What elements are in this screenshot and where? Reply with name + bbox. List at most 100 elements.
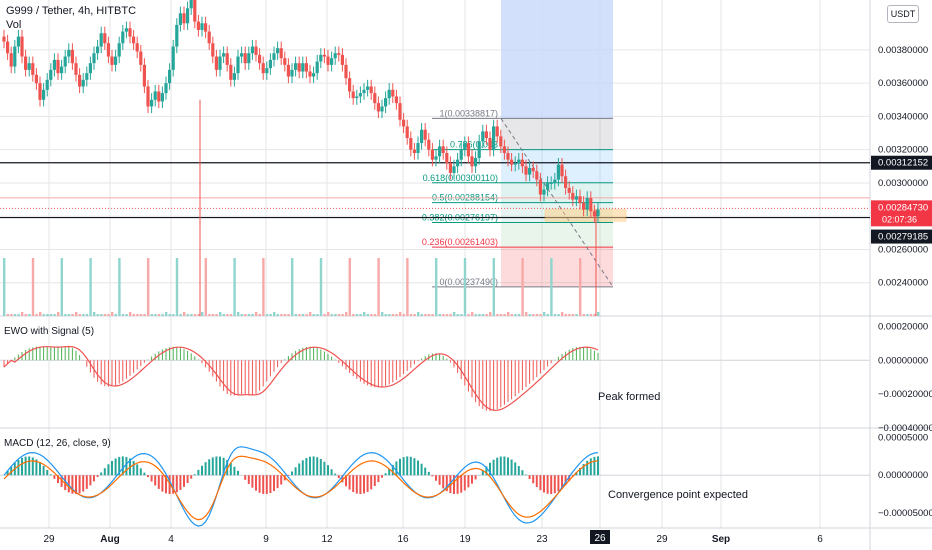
candle [362, 89, 366, 94]
time-axis-tick: 19 [459, 534, 471, 545]
candle [290, 69, 294, 77]
volume-bar [535, 314, 539, 316]
candle [312, 73, 316, 77]
candle [207, 31, 211, 44]
candle [592, 211, 596, 217]
candle [510, 159, 514, 165]
volume-bar [67, 314, 71, 316]
volume-bar [100, 314, 103, 316]
volume-bar [96, 314, 99, 316]
time-tag [590, 530, 610, 544]
candle [286, 64, 290, 77]
volume-bar [597, 312, 600, 316]
volume-bar [525, 312, 528, 316]
volume-bar [39, 312, 42, 316]
volume-bar [294, 314, 297, 316]
volume-bar [424, 314, 427, 316]
candle [517, 159, 521, 163]
candle [124, 28, 128, 32]
candle [218, 56, 222, 70]
macd-annotation: Convergence point expected [608, 489, 749, 501]
volume-bar [406, 258, 409, 316]
ewo-axis-tick: 0.00000000 [878, 355, 928, 366]
candle [117, 43, 121, 57]
volume-bar [359, 314, 362, 316]
volume-bar [579, 258, 582, 316]
chart-title: G999 / Tether, 4h, HITBTC Vol [6, 4, 136, 32]
currency-button[interactable]: USDT [887, 5, 919, 23]
volume-bar [233, 258, 236, 316]
volume-bar [327, 312, 330, 316]
volume-bar [420, 314, 423, 316]
target-box [544, 209, 627, 222]
volume-bar [197, 314, 200, 316]
fib-trend-line [500, 118, 614, 288]
ewo-axis-tick: −0.00040000 [878, 423, 932, 434]
candle [560, 164, 564, 177]
candle [430, 149, 434, 160]
candle [448, 162, 452, 173]
volume-bar [193, 314, 197, 316]
volume-bar [348, 258, 351, 316]
volume-bar [460, 314, 463, 316]
candle [567, 187, 571, 193]
candle [106, 43, 110, 57]
candle [200, 23, 204, 30]
volume-bar [125, 314, 128, 316]
volume-bar [352, 314, 355, 316]
volume-bar [492, 258, 495, 316]
price-tag [871, 229, 932, 244]
candle [168, 69, 172, 84]
volume-bar [571, 314, 575, 316]
candle [402, 119, 406, 127]
volume-bar [399, 312, 402, 316]
candle [456, 159, 460, 167]
volume-bar [208, 314, 211, 316]
candle [171, 46, 175, 70]
candle [384, 98, 388, 107]
volume-bar [121, 314, 125, 316]
volume-bar [553, 314, 557, 316]
volume-bar [276, 314, 279, 316]
volume-bar [244, 314, 247, 316]
candle [2, 36, 6, 42]
volume-bar [201, 312, 204, 316]
volume-bar [103, 314, 107, 316]
candle [247, 53, 251, 64]
candle [63, 56, 67, 67]
volume-bar [179, 314, 182, 316]
countdown-label: 02:07:36 [882, 214, 917, 224]
volume-bar [168, 314, 171, 316]
candle [236, 56, 240, 74]
candle [16, 36, 20, 47]
volume-bar [255, 312, 258, 316]
candle [272, 53, 276, 60]
volume-bar [363, 312, 366, 316]
candle [387, 89, 391, 99]
candle [528, 167, 532, 175]
volume-bar [568, 314, 571, 316]
candle [196, 21, 200, 30]
candle [178, 13, 182, 25]
volume-bar [384, 314, 387, 316]
candle [211, 43, 215, 57]
candle [70, 49, 74, 64]
volume-bar [183, 312, 186, 316]
volume-bar [28, 314, 31, 316]
volume-bar [388, 314, 391, 316]
candle [470, 156, 474, 167]
candle [135, 43, 139, 52]
candle [488, 138, 492, 150]
volume-bar [265, 314, 269, 316]
time-axis-tick: Aug [100, 534, 119, 545]
candle [538, 179, 542, 195]
candle [49, 69, 53, 80]
candle [405, 126, 409, 139]
candle [81, 79, 85, 87]
macd-axis-tick: −0.00005000 [878, 508, 932, 519]
volume-bar [417, 312, 420, 316]
price-axis-tick: 0.00300000 [878, 178, 928, 189]
volume-bar [381, 312, 384, 316]
price-tag [871, 200, 932, 227]
